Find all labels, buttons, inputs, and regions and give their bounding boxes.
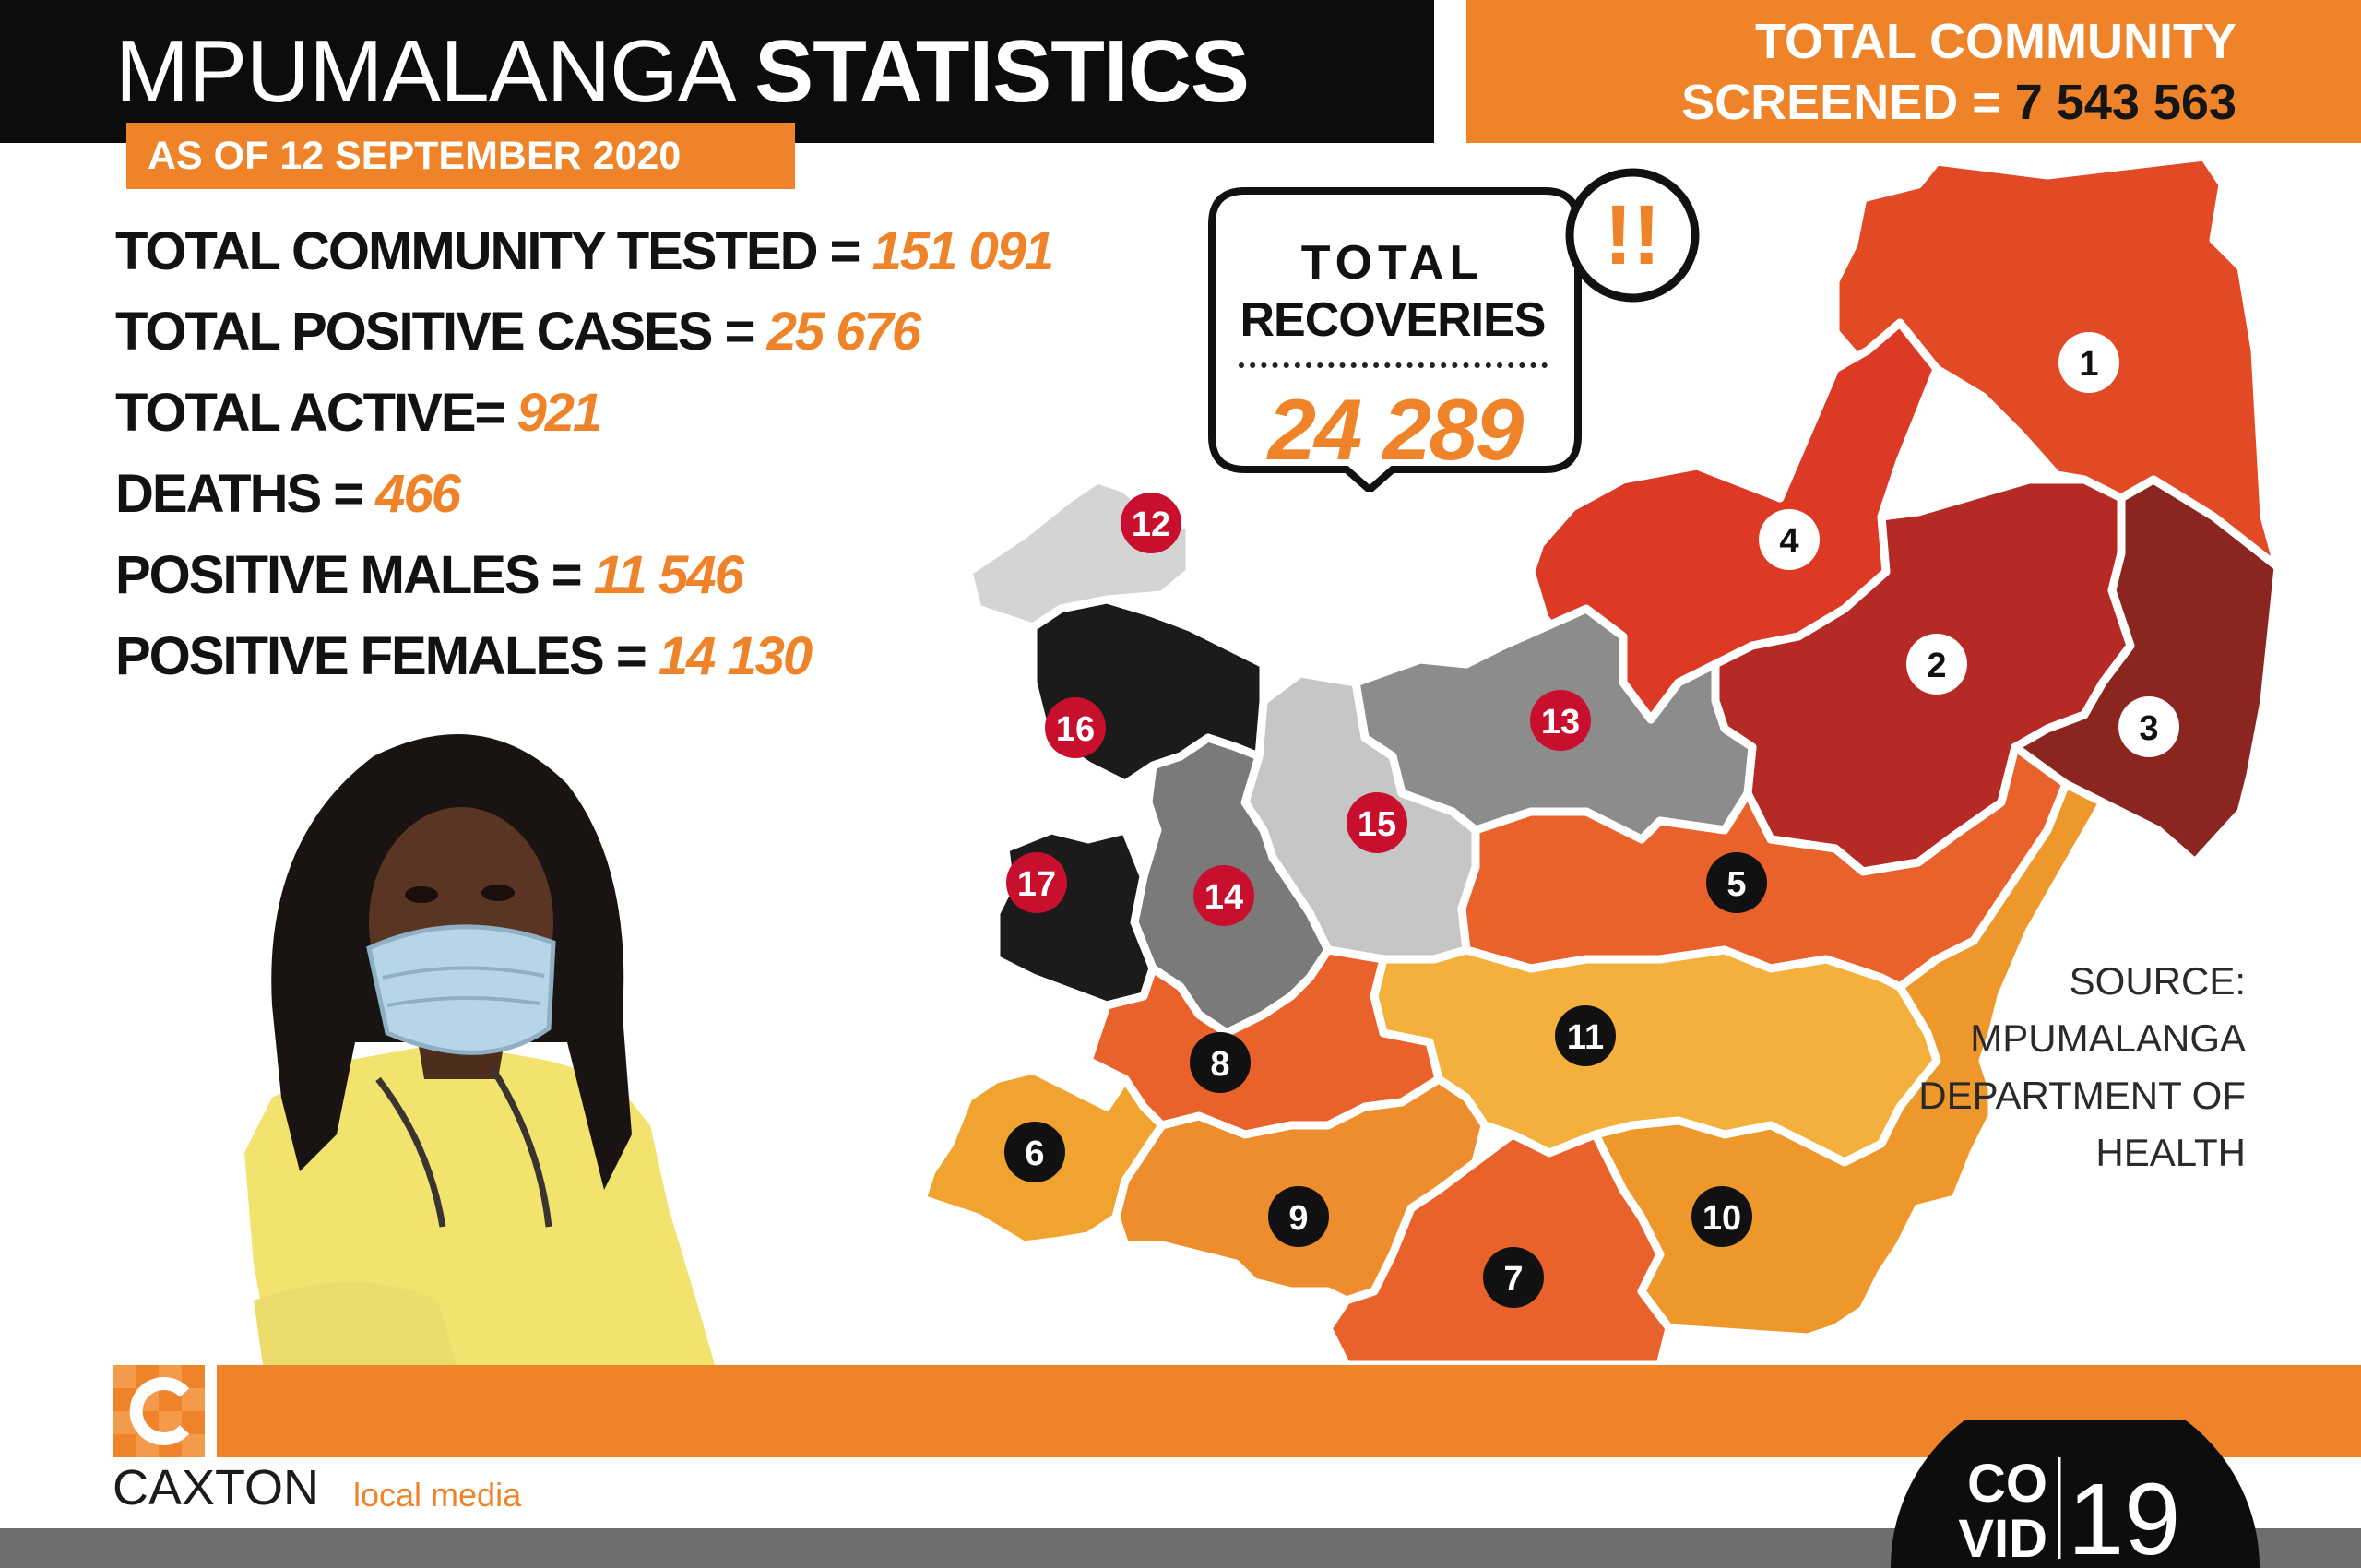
- page-title: MPUMALANGA STATISTICS: [115, 17, 1250, 127]
- stat-positive-males: POSITIVE MALES = 11 546: [115, 539, 744, 612]
- screened-panel: [1466, 0, 2361, 143]
- stat-deaths: DEATHS = 466: [115, 457, 461, 531]
- screened-label-line2: SCREENED = 7 543 563: [1681, 74, 2236, 131]
- caxton-logo-icon: [113, 1365, 205, 1457]
- map-marker-3: 3: [2118, 696, 2179, 757]
- marker-8-label: 8: [1210, 1045, 1229, 1084]
- covid19-badge: CO VID 19: [1891, 1420, 2260, 1568]
- marker-10-label: 10: [1703, 1199, 1741, 1238]
- title-bold: STATISTICS: [754, 22, 1250, 121]
- map-marker-14: 14: [1193, 865, 1254, 926]
- marker-11-label: 11: [1567, 1018, 1604, 1057]
- stat-label: TOTAL COMMUNITY TESTED =: [115, 221, 872, 281]
- map-region-17: [991, 826, 1157, 1010]
- map-marker-15: 15: [1347, 792, 1407, 853]
- stat-value: 466: [375, 464, 461, 524]
- screened-label: SCREENED =: [1681, 75, 2015, 130]
- map-marker-8: 8: [1190, 1032, 1251, 1093]
- covid-num: 19: [2068, 1463, 2180, 1568]
- source-line-2: MPUMALANGA: [1970, 1016, 2246, 1060]
- stat-label: TOTAL POSITIVE CASES =: [115, 302, 767, 362]
- stat-active: TOTAL ACTIVE= 921: [115, 376, 603, 450]
- source-line-1: SOURCE:: [2069, 959, 2246, 1003]
- region-markers: 1 4 2 3 5 6 7 8 9 10 11 12 13 14 15 16 1…: [1004, 332, 2179, 1308]
- recoveries-divider: [1239, 362, 1548, 368]
- marker-7-label: 7: [1503, 1260, 1523, 1299]
- screened-value: 7 543 563: [2014, 75, 2236, 130]
- date-label: AS OF 12 SEPTEMBER 2020: [148, 134, 682, 178]
- recoveries-value: 24 289: [1267, 381, 1525, 478]
- brand-subtitle: local media: [353, 1476, 522, 1514]
- exclamation-icon: !!: [1565, 168, 1700, 303]
- marker-3-label: 3: [2139, 709, 2158, 748]
- stat-value: 11 546: [593, 545, 744, 605]
- map-marker-5: 5: [1706, 852, 1767, 913]
- covid-co: CO: [1967, 1454, 2047, 1514]
- stat-label: TOTAL ACTIVE=: [115, 383, 517, 443]
- map-marker-2: 2: [1906, 634, 1967, 695]
- recoveries-label-line1: TOTAL: [1300, 236, 1485, 290]
- brand-name: CAXTON: [113, 1460, 320, 1515]
- marker-13-label: 13: [1541, 703, 1580, 742]
- stat-label: POSITIVE MALES =: [115, 545, 594, 605]
- map-marker-12: 12: [1121, 493, 1181, 553]
- marker-5-label: 5: [1726, 865, 1746, 904]
- map-marker-11: 11: [1555, 1005, 1616, 1066]
- marker-17-label: 17: [1017, 865, 1056, 904]
- title-light: MPUMALANGA: [115, 22, 731, 121]
- map-marker-7: 7: [1483, 1247, 1544, 1308]
- stat-value: 151 091: [872, 221, 1055, 281]
- map-marker-6: 6: [1004, 1122, 1065, 1182]
- source-line-4: HEALTH: [2095, 1131, 2246, 1174]
- screened-label-line1: TOTAL COMMUNITY: [1755, 14, 2236, 69]
- marker-16-label: 16: [1056, 710, 1095, 749]
- map-marker-9: 9: [1268, 1186, 1329, 1247]
- marker-2-label: 2: [1927, 647, 1946, 685]
- map-marker-4: 4: [1759, 509, 1820, 570]
- map-marker-1: 1: [2058, 332, 2119, 393]
- alert-label: !!: [1604, 188, 1660, 282]
- map-marker-10: 10: [1691, 1186, 1752, 1247]
- map-marker-17: 17: [1006, 852, 1067, 913]
- map-marker-13: 13: [1530, 690, 1591, 751]
- stat-label: DEATHS =: [115, 464, 376, 524]
- stat-label: POSITIVE FEMALES =: [115, 626, 658, 686]
- covid-vid: VID: [1958, 1509, 2047, 1568]
- map-marker-16: 16: [1045, 697, 1106, 758]
- marker-12-label: 12: [1132, 505, 1170, 544]
- stat-value: 14 130: [658, 626, 813, 686]
- source-line-3: DEPARTMENT OF: [1918, 1074, 2246, 1117]
- date-badge: [126, 123, 795, 189]
- header-banner: [0, 0, 1434, 143]
- stat-value: 921: [516, 383, 603, 443]
- district-map: 1 4 2 3 5 6 7 8 9 10 11 12 13 14 15 16 1…: [922, 152, 2283, 1370]
- marker-6-label: 6: [1025, 1134, 1044, 1173]
- marker-14-label: 14: [1204, 878, 1243, 917]
- recoveries-label-line2: RECOVERIES: [1240, 293, 1547, 347]
- marker-15-label: 15: [1358, 805, 1396, 844]
- marker-1-label: 1: [2079, 345, 2098, 384]
- woman-mask-illustration: [244, 734, 715, 1365]
- stat-positive-females: POSITIVE FEMALES = 14 130: [115, 620, 813, 694]
- stat-value: 25 676: [766, 302, 921, 362]
- stat-positive-cases: TOTAL POSITIVE CASES = 25 676: [115, 295, 921, 369]
- marker-4-label: 4: [1779, 522, 1798, 561]
- marker-9-label: 9: [1288, 1199, 1308, 1238]
- stat-community-tested: TOTAL COMMUNITY TESTED = 151 091: [115, 215, 1055, 289]
